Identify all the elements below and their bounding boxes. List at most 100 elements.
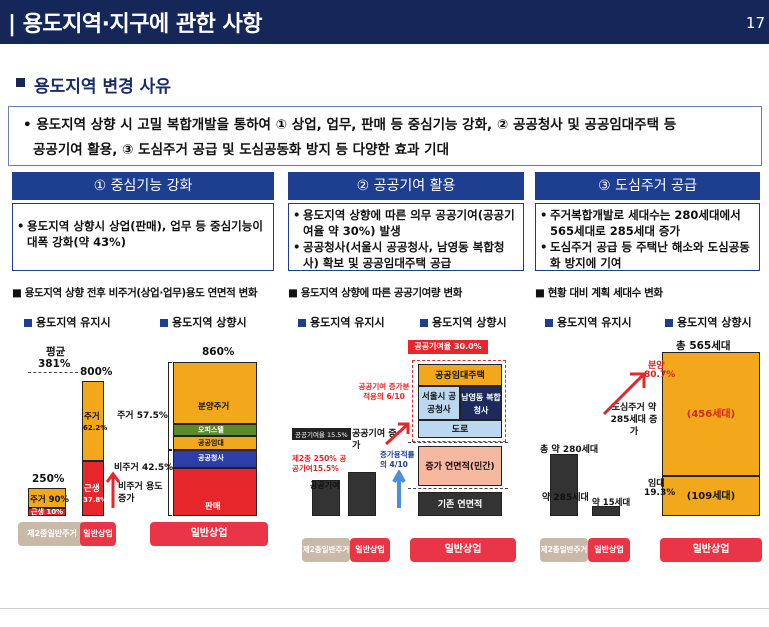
c1-seg2: 오피스텔 [198, 426, 224, 434]
c2-increase-bar: 증가 연면적(민간) [418, 446, 502, 486]
c1-mid-nres-bar [82, 461, 104, 516]
c1-incr-label: 비주거 용도 증가 [118, 482, 163, 504]
c1-seg1-bar [173, 362, 257, 424]
c1-pill-up: 일반상업 [150, 522, 268, 546]
header-bar [0, 0, 769, 44]
box-central-item: 용도지역 상향시 상업(판매), 업무 등 중심기능이 대폭 강화(약 43%) [17, 218, 267, 250]
c3-pill-keep2: 일반상업 [588, 538, 630, 562]
c2-left-red: 제2종 250% 공공기여15.5% [292, 454, 347, 473]
c3-pill-up: 일반상업 [660, 538, 762, 562]
c1-mid-res-pct: 62.2% [83, 424, 108, 432]
section-title: 용도지역 변경 사유 [34, 77, 171, 97]
c1-brace-nres [168, 450, 172, 516]
c2-left-base-bar [312, 480, 340, 516]
legend-square-icon [160, 319, 168, 327]
legend-square-icon [298, 319, 306, 327]
legend-square-icon [665, 319, 673, 327]
c3-arrow-icon [602, 372, 646, 416]
c3-rent-pct: 19.3% [644, 488, 676, 498]
c1-left-nres: 근생 10% [31, 508, 64, 516]
c1-nres-label: 비주거 42.5% [114, 463, 174, 473]
c2-pill-up: 일반상업 [410, 538, 516, 562]
c3-sale-bar: (456세대) [662, 352, 760, 476]
c1-avg-line [28, 372, 78, 373]
c3-rent-bar: (109세대) [662, 476, 760, 516]
box-housing: 주거복합개발로 세대수는 280세대에서 565세대로 285세대 증가 도심주… [535, 203, 760, 271]
c2-gov-bar: 서울시 공공청사 [418, 386, 460, 420]
c1-mid-total: 800% [80, 366, 113, 378]
c2-rental-bar: 공공임대주택 [418, 364, 502, 386]
c2-blue-note: 증가용적률의 4/10 [380, 450, 415, 469]
c2-red-note: 공공기여 증가분적용의 6/10 [358, 382, 410, 401]
c3-sale-pct: 80.7% [644, 370, 676, 380]
legend-square-icon [24, 319, 32, 327]
c3-total: 총 565세대 [676, 340, 731, 352]
c1-mid-nres: 근생 [84, 484, 100, 494]
chart-title-1: ■ 용도지역 상향 전후 비주거(상업·업무)용도 연면적 변화 [12, 287, 258, 299]
c3-sale: 분양 [648, 361, 665, 371]
c3-pill-keep: 제2종일반주거 [540, 538, 588, 562]
c2-left-small: 공공기여율 15.5% [292, 428, 351, 440]
c2-base-bar: 기존 연면적 [418, 492, 502, 516]
c2-red-arrow-icon [384, 422, 410, 446]
c1-avg-label: 평균 [46, 346, 66, 358]
c1-pill-keep: 제2종일반주거 [18, 522, 86, 546]
c1-seg5-bar [173, 468, 257, 516]
section-bullet-icon [16, 78, 25, 87]
c1-arrow-icon [105, 471, 121, 508]
c1-right-total: 860% [202, 346, 235, 358]
chart-title-3: ■ 현황 대비 계획 세대수 변화 [535, 287, 663, 299]
box-housing-item-2: 도심주거 공급 등 주택난 해소와 도심공동화 방지에 기여 [540, 239, 753, 271]
c3-rent: 임대 [648, 479, 665, 489]
c1-left-nres-bar [28, 508, 66, 516]
c1-mid-res: 주거 [84, 412, 100, 422]
c2-left-label: 공공기여 [310, 481, 340, 490]
c1-seg2-bar [173, 424, 257, 436]
banner-contribution: ② 공공기여 활용 [288, 172, 524, 200]
c2-road-bar: 도로 [418, 420, 502, 438]
c1-brace-res [168, 362, 172, 450]
box-contribution-item-1: 용도지역 상향에 따른 의무 공공기여(공공기여율 약 30%) 발생 [293, 207, 517, 239]
c1-mid-nres-pct: 37.8% [83, 496, 108, 504]
c2-rate-badge: 공공기여율 30.0% [408, 340, 488, 354]
box-central: 용도지역 상향시 상업(판매), 업무 등 중심기능이 대폭 강화(약 43%) [12, 203, 274, 271]
c2-dash-1 [408, 442, 508, 443]
page-number: 17 [745, 14, 765, 32]
c1-seg3: 공공임대 [198, 439, 224, 447]
c1-seg4-bar [173, 450, 257, 468]
c3-left-total: 총 약 280세대 [540, 445, 599, 455]
c1-left-total: 250% [32, 473, 65, 485]
legend-square-icon [420, 319, 428, 327]
c1-seg1: 분양주거 [198, 402, 230, 412]
c1-left-res-bar [28, 488, 66, 508]
c2-mid-base-bar [348, 472, 376, 516]
legend-up-1: 용도지역 상향시 [160, 314, 247, 330]
legend-square-icon [545, 319, 553, 327]
summary-box: • 용도지역 상향 시 고밀 복합개발을 통하여 ① 상업, 업무, 판매 등 … [8, 106, 762, 166]
c1-left-res: 주거 90% [30, 495, 69, 505]
c3-left-small: 약 285세대 [542, 493, 589, 503]
banner-housing: ③ 도심주거 공급 [535, 172, 760, 200]
c2-pill-keep: 제2종일반주거 [302, 538, 350, 562]
footer-divider [0, 608, 769, 609]
c2-left-incr: 공공기여 증가 [352, 429, 397, 451]
c1-avg-value: 381% [38, 358, 71, 370]
c2-nam-bar: 남영동 복합청사 [460, 386, 502, 420]
c2-dash-2 [408, 488, 508, 489]
c3-left-small2: 약 15세대 [592, 498, 631, 508]
chart-title-2: ■ 용도지역 상향에 따른 공공기여량 변화 [288, 287, 462, 299]
banner-central: ① 중심기능 강화 [12, 172, 274, 200]
c1-res-label: 주거 57.5% [117, 411, 168, 421]
c1-mid-res-bar [82, 381, 104, 461]
c1-seg5: 판매 [205, 502, 221, 512]
box-housing-item-1: 주거복합개발로 세대수는 280세대에서 565세대로 285세대 증가 [540, 207, 753, 239]
legend-keep-3: 용도지역 유지시 [545, 314, 632, 330]
page-title: | 용도지역·지구에 관한 사항 [8, 12, 263, 37]
summary-line-2: 공공기여 활용, ③ 도심주거 공급 및 도심공동화 방지 등 다양한 효과 기… [33, 142, 450, 158]
legend-keep-2: 용도지역 유지시 [298, 314, 385, 330]
c2-contrib-frame [412, 360, 506, 442]
c3-left-bar [550, 454, 578, 516]
c1-seg4: 공공청사 [198, 454, 224, 462]
summary-line-1: • 용도지역 상향 시 고밀 복합개발을 통하여 ① 상업, 업무, 판매 등 … [23, 117, 677, 133]
c3-note: 도심주거 약 285세대 증가 [610, 403, 658, 437]
